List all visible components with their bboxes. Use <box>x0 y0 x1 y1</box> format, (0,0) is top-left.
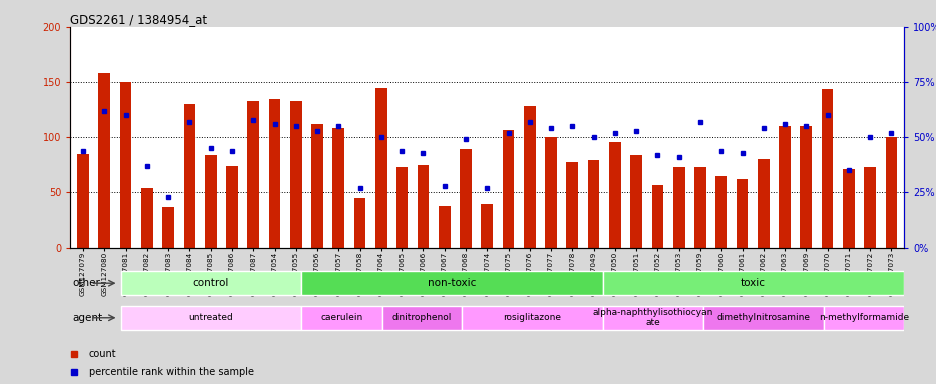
Bar <box>502 129 514 248</box>
Bar <box>396 167 407 248</box>
Bar <box>301 306 381 330</box>
Bar <box>247 101 258 248</box>
Text: dinitrophenol: dinitrophenol <box>391 313 452 322</box>
Text: n-methylformamide: n-methylformamide <box>818 313 908 322</box>
Bar <box>162 207 174 248</box>
Text: caerulein: caerulein <box>320 313 362 322</box>
Text: non-toxic: non-toxic <box>428 278 475 288</box>
Bar <box>289 101 301 248</box>
Bar <box>140 188 153 248</box>
Bar <box>311 124 323 248</box>
Bar <box>301 271 602 295</box>
Bar <box>98 73 110 248</box>
Bar <box>587 161 599 248</box>
Bar <box>823 306 903 330</box>
Bar <box>523 106 535 248</box>
Bar <box>545 137 556 248</box>
Bar <box>703 306 823 330</box>
Bar <box>715 176 726 248</box>
Text: percentile rank within the sample: percentile rank within the sample <box>89 366 254 377</box>
Bar <box>799 126 812 248</box>
Bar <box>651 185 663 248</box>
Text: dimethylnitrosamine: dimethylnitrosamine <box>716 313 810 322</box>
Bar <box>736 179 748 248</box>
Bar <box>183 104 195 248</box>
Text: alpha-naphthylisothiocyan
ate: alpha-naphthylisothiocyan ate <box>592 308 712 328</box>
Bar <box>226 166 238 248</box>
Bar <box>863 167 875 248</box>
Text: rosiglitazone: rosiglitazone <box>503 313 561 322</box>
Text: other: other <box>72 278 100 288</box>
Bar <box>885 137 897 248</box>
Bar <box>120 82 131 248</box>
Bar <box>354 198 365 248</box>
Text: count: count <box>89 349 116 359</box>
Bar <box>205 155 216 248</box>
Bar <box>602 306 703 330</box>
Text: untreated: untreated <box>188 313 233 322</box>
Bar <box>566 162 578 248</box>
Bar <box>374 88 387 248</box>
Bar <box>121 306 301 330</box>
Text: toxic: toxic <box>740 278 765 288</box>
Bar <box>417 165 429 248</box>
Text: agent: agent <box>72 313 102 323</box>
Bar <box>608 142 620 248</box>
Bar <box>461 306 602 330</box>
Bar <box>757 159 768 248</box>
Bar <box>630 155 641 248</box>
Bar <box>694 167 705 248</box>
Bar <box>77 154 89 248</box>
Bar <box>602 271 903 295</box>
Text: GDS2261 / 1384954_at: GDS2261 / 1384954_at <box>70 13 207 26</box>
Bar <box>381 306 461 330</box>
Bar <box>779 126 790 248</box>
Bar <box>121 271 301 295</box>
Bar <box>821 89 833 248</box>
Bar <box>332 128 344 248</box>
Text: control: control <box>193 278 229 288</box>
Bar <box>438 206 450 248</box>
Bar <box>672 167 684 248</box>
Bar <box>269 99 280 248</box>
Bar <box>481 204 492 248</box>
Bar <box>460 149 472 248</box>
Bar <box>842 169 854 248</box>
